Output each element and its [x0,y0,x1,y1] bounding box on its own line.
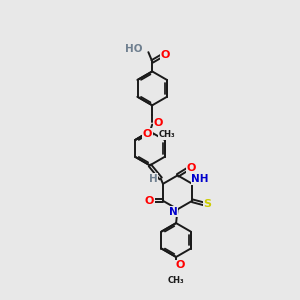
Text: O: O [154,118,163,128]
Text: S: S [204,199,212,209]
Text: H: H [148,174,158,184]
Text: O: O [175,260,184,271]
Text: O: O [187,164,196,173]
Text: O: O [143,129,152,139]
Text: CH₃: CH₃ [158,130,175,139]
Text: NH: NH [191,174,209,184]
Text: O: O [144,196,154,206]
Text: O: O [160,50,170,60]
Text: CH₃: CH₃ [168,276,184,285]
Text: N: N [169,207,177,217]
Text: HO: HO [125,44,143,54]
